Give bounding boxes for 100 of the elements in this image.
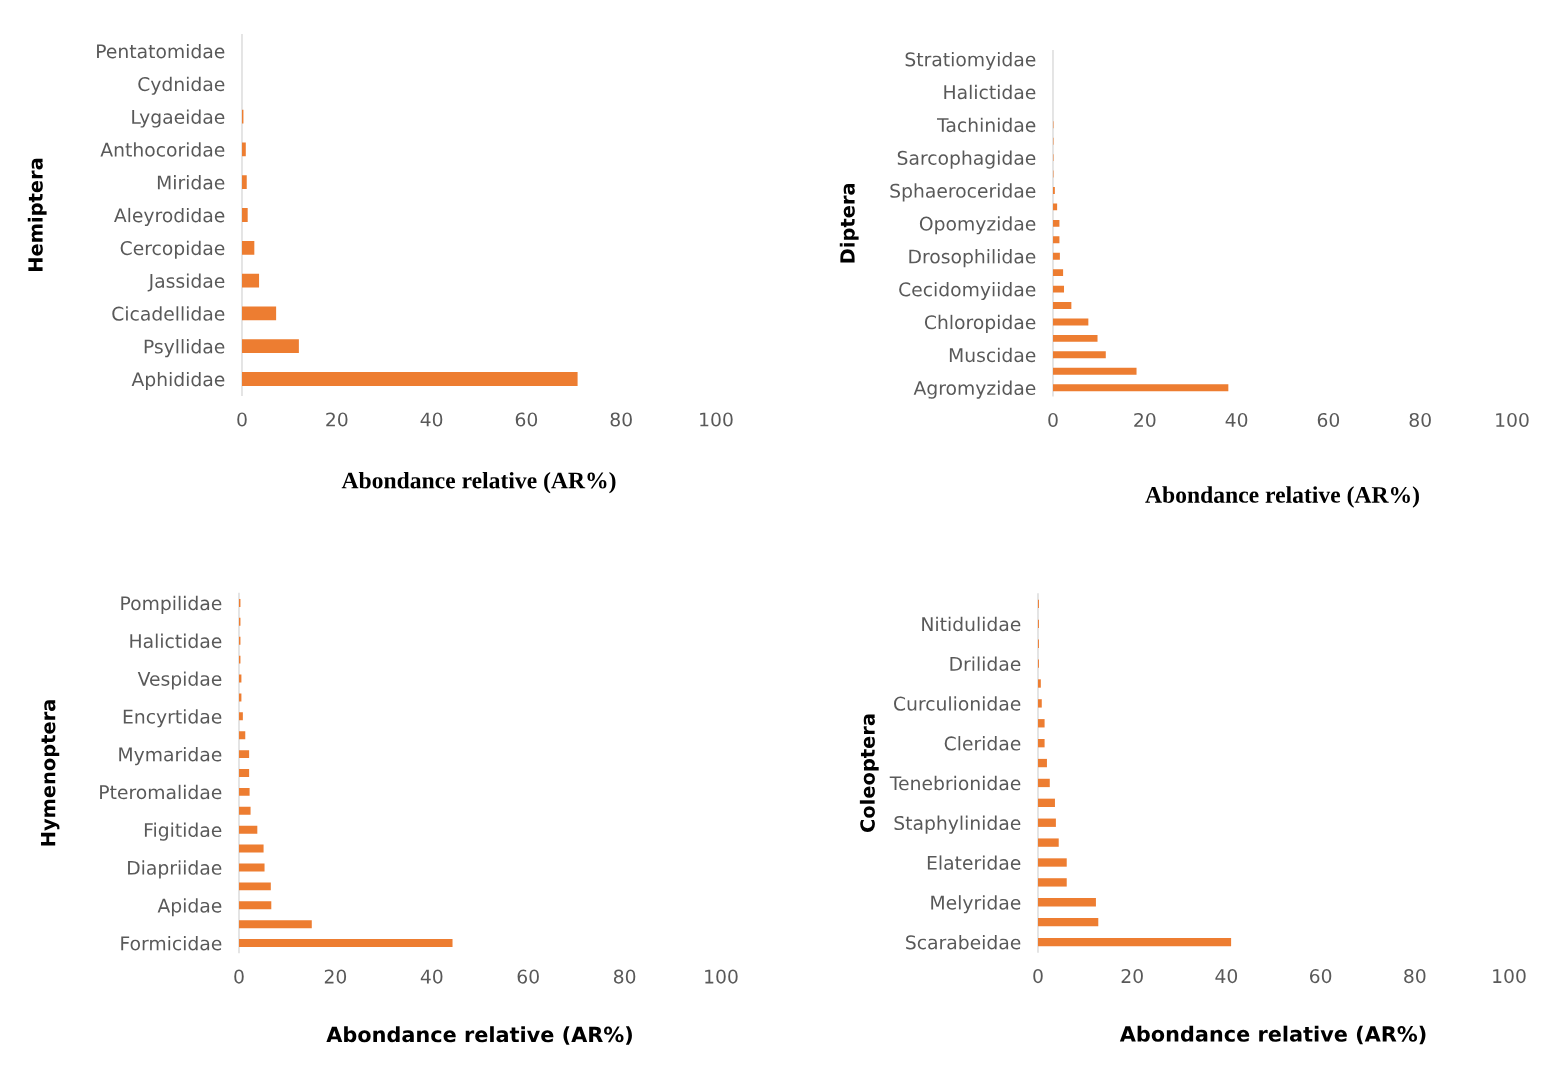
bar bbox=[239, 882, 271, 891]
bar bbox=[1053, 384, 1229, 392]
bar bbox=[1038, 937, 1232, 947]
bar bbox=[1053, 252, 1060, 260]
y-tick-label: Agromyzidae bbox=[913, 380, 1036, 399]
bar bbox=[1038, 858, 1067, 867]
bar bbox=[1038, 898, 1096, 907]
bar bbox=[1053, 285, 1065, 293]
bar bbox=[239, 920, 312, 929]
y-tick-label: Vespidae bbox=[137, 671, 222, 690]
bar bbox=[1038, 818, 1056, 827]
y-tick-label: Halictidae bbox=[130, 633, 222, 649]
y-tick-label: Miridae bbox=[157, 175, 225, 190]
bar bbox=[239, 712, 243, 721]
bar bbox=[239, 750, 250, 759]
y-tick-label: Lygaeidae bbox=[132, 109, 225, 128]
y-tick-label: Scarabeidae bbox=[906, 934, 1021, 950]
bar bbox=[242, 339, 299, 354]
bar bbox=[1053, 236, 1060, 244]
bar bbox=[1038, 719, 1045, 728]
y-tick-label: Tenebrionidae bbox=[889, 775, 1021, 791]
y-tick-label: Opomyzidae bbox=[919, 216, 1036, 235]
y-tick-label: Cecidomyiidae bbox=[899, 281, 1036, 301]
x-tick-label: 20 bbox=[1134, 412, 1156, 428]
bar bbox=[1038, 917, 1099, 927]
bar bbox=[242, 175, 247, 190]
y-tick-label: Figitidae bbox=[144, 822, 222, 841]
y-tick-label: Aleyrodidae bbox=[114, 207, 225, 227]
bar bbox=[1038, 778, 1050, 788]
bar bbox=[239, 863, 265, 872]
y-tick-label: Jassidae bbox=[147, 273, 225, 292]
bar bbox=[1053, 334, 1098, 342]
x-tick-label: 100 bbox=[1496, 412, 1529, 428]
bar bbox=[1038, 758, 1047, 768]
x-tick-label: 20 bbox=[326, 412, 348, 427]
bar bbox=[1038, 838, 1059, 847]
bar bbox=[242, 240, 255, 255]
y-tick-label: Formicidae bbox=[121, 935, 222, 951]
y-tick-label: Nitidulidae bbox=[922, 616, 1021, 632]
x-tick-label: 20 bbox=[1121, 969, 1143, 984]
y-tick-label: Psyllidae bbox=[144, 339, 225, 358]
y-tick-label: Mymaridae bbox=[119, 746, 222, 766]
x-axis-title: Abondance relative (AR%) bbox=[341, 471, 616, 494]
y-tick-label: Pompilidae bbox=[121, 595, 222, 614]
bar bbox=[242, 306, 277, 321]
y-tick-label: Pteromalidae bbox=[100, 784, 222, 800]
x-tick-label: 80 bbox=[1404, 969, 1426, 984]
x-tick-label: 60 bbox=[1309, 969, 1332, 984]
x-tick-label: 80 bbox=[610, 412, 632, 427]
x-axis-title: Abondance relative (AR%) bbox=[1119, 1025, 1426, 1045]
bar bbox=[1038, 738, 1045, 748]
y-tick-label: Sarcophagidae bbox=[897, 150, 1036, 169]
y-axis-title: Hemiptera bbox=[27, 158, 47, 271]
y-tick-label: Drilidae bbox=[950, 656, 1021, 671]
x-tick-label: 80 bbox=[613, 969, 636, 984]
x-tick-label: 0 bbox=[234, 969, 244, 984]
y-tick-label: Staphylinidae bbox=[894, 815, 1021, 834]
bar bbox=[242, 273, 260, 288]
bar bbox=[1053, 318, 1089, 326]
y-tick-label: Chloropidae bbox=[924, 314, 1036, 333]
y-tick-label: Cicadellidae bbox=[112, 306, 225, 321]
bar bbox=[239, 806, 251, 815]
x-tick-label: 60 bbox=[517, 969, 539, 984]
y-tick-label: Stratiomyidae bbox=[905, 51, 1036, 71]
y-axis-title: Coleoptera bbox=[859, 714, 879, 833]
y-tick-label: Tachinidae bbox=[937, 117, 1036, 133]
bar bbox=[1053, 351, 1106, 359]
bar bbox=[239, 825, 258, 834]
y-tick-label: Sphaeroceridae bbox=[890, 183, 1036, 202]
x-tick-label: 60 bbox=[515, 412, 538, 427]
x-tick-label: 100 bbox=[700, 412, 733, 427]
bar bbox=[239, 787, 250, 796]
y-tick-label: Cydnidae bbox=[138, 76, 225, 95]
x-tick-label: 0 bbox=[1048, 412, 1058, 428]
bar bbox=[242, 142, 246, 157]
bar bbox=[1038, 679, 1041, 688]
bar bbox=[1053, 367, 1137, 375]
y-tick-label: Apidae bbox=[157, 898, 222, 917]
y-tick-label: Cleridae bbox=[944, 736, 1021, 751]
y-tick-label: Muscidae bbox=[949, 347, 1036, 363]
bar bbox=[1038, 798, 1055, 808]
bar bbox=[1053, 302, 1072, 309]
y-tick-label: Halictidae bbox=[944, 84, 1036, 100]
bar bbox=[1053, 219, 1060, 227]
y-tick-label: Diapriidae bbox=[128, 860, 222, 879]
y-axis-title: Hymenoptera bbox=[41, 700, 60, 846]
y-tick-label: Pentatomidae bbox=[97, 43, 225, 59]
bar bbox=[239, 731, 246, 740]
bar bbox=[1038, 878, 1067, 887]
bar bbox=[1053, 203, 1058, 211]
x-tick-label: 40 bbox=[420, 412, 443, 427]
x-tick-label: 0 bbox=[237, 412, 247, 427]
y-tick-label: Elateridae bbox=[927, 855, 1021, 870]
x-axis-title: Abondance relative (AR%) bbox=[1145, 486, 1419, 508]
y-tick-label: Curculionidae bbox=[894, 696, 1021, 711]
x-tick-label: 40 bbox=[1215, 969, 1238, 984]
x-axis-title: Abondance relative (AR%) bbox=[326, 1026, 632, 1045]
y-tick-label: Anthocoridae bbox=[100, 142, 225, 157]
bar bbox=[239, 769, 250, 777]
x-tick-label: 100 bbox=[1493, 969, 1526, 984]
